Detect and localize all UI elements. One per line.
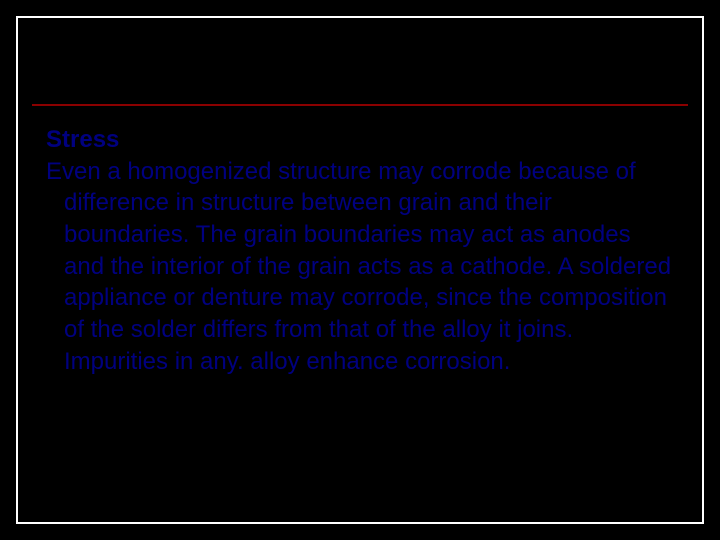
content-area: Stress Even a homogenized structure may …: [18, 106, 702, 387]
title-underline: [32, 104, 688, 106]
title-area: [18, 18, 702, 106]
final-line: Impurities in any. alloy enhance corrosi…: [46, 346, 674, 378]
heading: Stress: [46, 124, 674, 156]
slide: Stress Even a homogenized structure may …: [0, 0, 720, 540]
body-paragraph: Even a homogenized structure may corrode…: [46, 156, 674, 346]
slide-frame: Stress Even a homogenized structure may …: [16, 16, 704, 524]
